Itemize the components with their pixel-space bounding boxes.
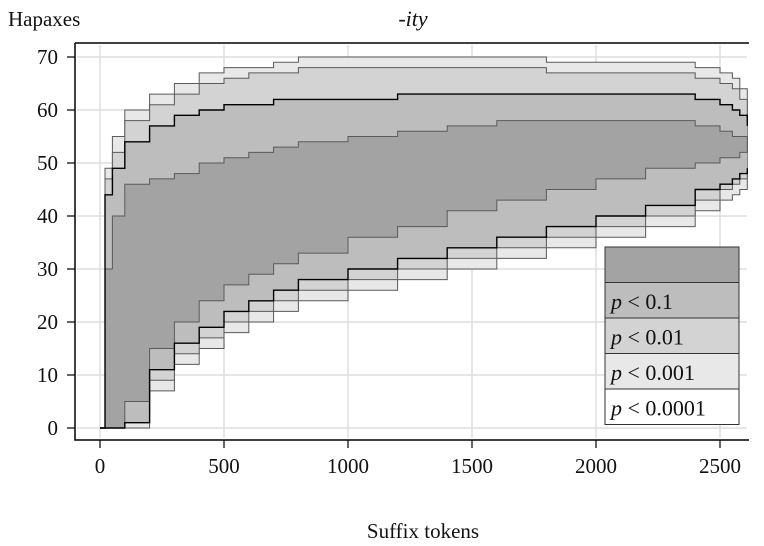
- axes: 0 500 1000 1500 2000 2500 0 10 20 30 40 50 60 70: [37, 42, 749, 478]
- legend-swatch-2: [604, 317, 740, 354]
- x-tick-label-500: 500: [208, 454, 240, 478]
- y-tick-label-30: 30: [37, 257, 58, 281]
- legend-swatch-1: [604, 282, 740, 319]
- y-tick-label-20: 20: [37, 310, 58, 334]
- axis-frame: [74, 43, 749, 441]
- y-tick-label-0: 0: [48, 416, 59, 440]
- y-tick-label-60: 60: [37, 98, 58, 122]
- x-tick-label-0: 0: [95, 454, 106, 478]
- legend-swatch-4: [604, 388, 740, 425]
- x-axis-label: Suffix tokens: [367, 519, 479, 543]
- x-tick-label-2000: 2000: [575, 454, 617, 478]
- legend-label-1: p < 0.1: [609, 289, 673, 314]
- y-tick-label-70: 70: [37, 45, 58, 69]
- legend-label-3: p < 0.001: [609, 360, 695, 385]
- band-p-0.1: [100, 120, 748, 429]
- y-tick-label-50: 50: [37, 151, 58, 175]
- boundary-line-p-0.01-lower: [100, 168, 748, 429]
- boundary-line-p-0.01-upper: [100, 93, 748, 429]
- legend-label-4: p < 0.0001: [609, 396, 706, 421]
- y-tick-label-40: 40: [37, 204, 58, 228]
- confidence-bands: [100, 56, 748, 429]
- chart-title: -ity: [398, 6, 428, 31]
- x-tick-label-1000: 1000: [327, 454, 369, 478]
- y-tick-label-10: 10: [37, 363, 58, 387]
- x-tick-label-1500: 1500: [451, 454, 493, 478]
- legend-swatch-0: [604, 246, 740, 283]
- x-tick-label-2500: 2500: [699, 454, 741, 478]
- legend-swatch-3: [604, 353, 740, 390]
- legend-label-2: p < 0.01: [609, 325, 684, 350]
- y-axis-label: Hapaxes: [8, 7, 80, 31]
- legend: p < 0.1 p < 0.01 p < 0.001 p < 0.0001: [604, 246, 740, 425]
